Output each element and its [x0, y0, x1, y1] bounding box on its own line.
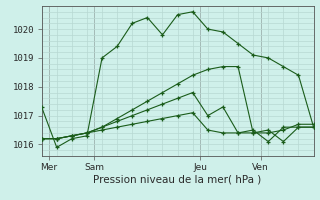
X-axis label: Pression niveau de la mer( hPa ): Pression niveau de la mer( hPa ) — [93, 175, 262, 185]
